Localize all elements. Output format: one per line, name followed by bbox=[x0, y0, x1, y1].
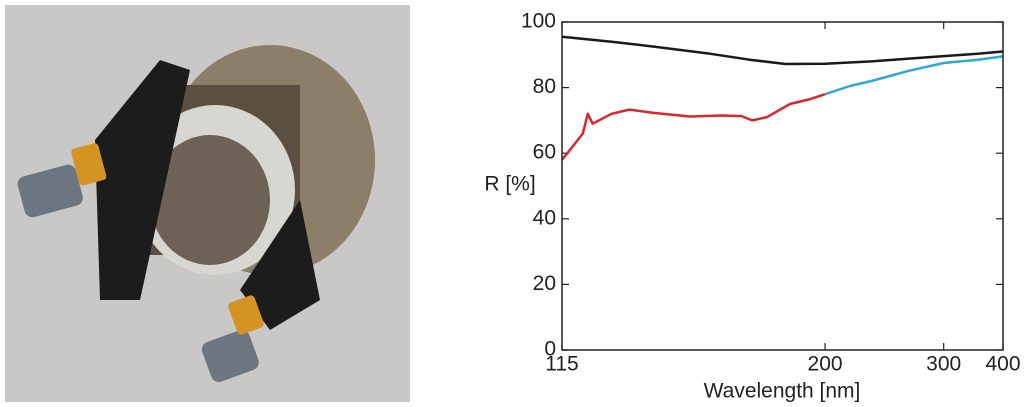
x-tick-label: 400 bbox=[985, 353, 1020, 376]
y-axis-label: R [%] bbox=[484, 173, 535, 196]
y-tick-label: 80 bbox=[533, 75, 556, 98]
x-axis-label: Wavelength [nm] bbox=[704, 380, 861, 403]
data-line bbox=[562, 94, 825, 160]
x-tick-label: 115 bbox=[545, 353, 578, 376]
plot-frame bbox=[562, 22, 1003, 350]
y-tick-label: 100 bbox=[521, 10, 556, 33]
figure: R [%] Wavelength [nm] 020406080100115200… bbox=[0, 0, 1025, 407]
x-tick-label: 300 bbox=[926, 353, 961, 376]
y-tick-label: 40 bbox=[533, 206, 556, 229]
y-tick-label: 20 bbox=[533, 272, 556, 295]
page: R [%] Wavelength [nm] 020406080100115200… bbox=[0, 0, 1025, 407]
photo bbox=[5, 5, 410, 402]
x-tick-label: 200 bbox=[808, 353, 843, 376]
data-line bbox=[562, 37, 1003, 64]
y-tick-label: 60 bbox=[533, 141, 556, 164]
